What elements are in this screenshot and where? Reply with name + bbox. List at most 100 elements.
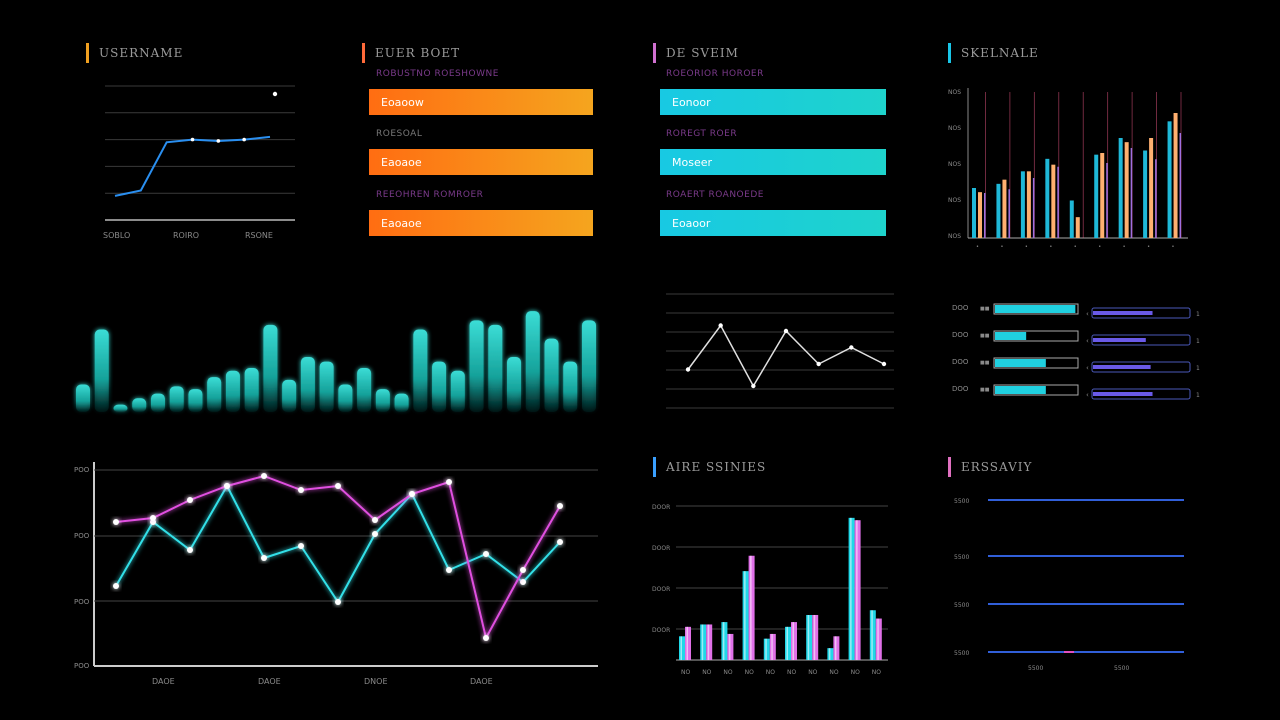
kpi-bar[interactable]: Eonoor — [660, 89, 886, 115]
y-tick-label: 5500 — [954, 602, 969, 609]
row-label: ■■ — [980, 387, 990, 393]
x-tick-label: NO — [787, 669, 796, 676]
data-point — [224, 483, 230, 489]
bar — [1167, 121, 1172, 238]
bar-highlight — [877, 618, 879, 660]
glow-bar — [469, 320, 484, 412]
x-tick: • — [1172, 244, 1175, 250]
y-tick-label: NOS — [948, 125, 961, 132]
bar — [1155, 159, 1157, 238]
progress-fill — [995, 386, 1046, 394]
bar — [972, 188, 976, 238]
bar — [978, 192, 982, 238]
glow-bar — [113, 404, 128, 412]
kpi-sub-label: ROBUSTNO ROESHOWNE — [376, 69, 499, 79]
glow-bar — [300, 357, 315, 412]
data-point — [446, 567, 452, 573]
y-tick-label: 5500 — [954, 498, 969, 505]
kpi-sub-label: ROREGT ROER — [666, 129, 738, 139]
kpi-sub-label: ROEORIOR HOROER — [666, 69, 764, 79]
kpi-sub-label: ROAERT ROANOEDE — [666, 190, 764, 200]
x-tick-label: ROIRO — [173, 231, 199, 240]
bar-highlight — [807, 614, 810, 660]
x-tick: • — [1123, 244, 1126, 250]
bar — [812, 614, 819, 660]
glow-bar — [282, 379, 297, 412]
bar — [1179, 133, 1182, 238]
bar-highlight — [871, 610, 873, 660]
bar — [1020, 171, 1025, 238]
data-point — [751, 383, 756, 389]
bar-highlight — [728, 633, 731, 660]
row-label: DOO — [952, 385, 969, 393]
y-tick-label: NOS — [948, 233, 961, 240]
x-tick-label: NO — [851, 669, 860, 676]
data-point — [557, 503, 563, 509]
glow-bar — [132, 398, 147, 412]
x-tick-label: DAOE — [470, 677, 493, 686]
data-point — [881, 361, 887, 367]
data-point — [520, 567, 526, 573]
bar — [1069, 200, 1074, 238]
glow-bar — [263, 324, 278, 412]
x-tick-label: NO — [872, 669, 881, 676]
bar-highlight — [722, 622, 725, 660]
x-tick: • — [1147, 244, 1150, 250]
series-line — [687, 324, 885, 388]
bar — [1094, 154, 1099, 238]
line-chart-center — [666, 293, 894, 409]
kpi-bar[interactable]: Eoaoor — [660, 210, 886, 236]
data-point — [187, 497, 193, 503]
bar-highlight — [680, 636, 682, 660]
y-tick-label: POO — [74, 598, 90, 606]
bar — [1057, 166, 1059, 238]
data-point — [335, 483, 341, 489]
glow-bar — [188, 389, 203, 412]
y-tick-label: NOS — [948, 197, 961, 204]
bar — [1026, 171, 1031, 238]
bar — [1149, 138, 1154, 238]
kpi-sub-label: REEOHREN ROMROER — [376, 190, 484, 200]
kpi-bar[interactable]: Moseer — [660, 149, 886, 175]
bar — [1008, 189, 1010, 238]
lines-chart-bottom-right: 5500 5500 5500 5500 5500 5500 — [954, 498, 1184, 672]
bar-highlight — [856, 520, 858, 660]
progress-fill — [995, 332, 1027, 340]
bar — [721, 622, 728, 660]
row-label: ■■ — [980, 360, 990, 366]
data-point — [409, 491, 415, 497]
progress-track — [1091, 307, 1191, 319]
marker-dot — [272, 91, 278, 97]
bar — [1130, 148, 1133, 238]
progress-track — [993, 357, 1079, 369]
panel-title: SKELNALE — [961, 46, 1039, 60]
glow-bar — [94, 329, 109, 412]
data-point — [849, 345, 854, 350]
data-point — [557, 539, 563, 545]
glow-bar — [507, 357, 522, 412]
data-point — [372, 531, 378, 537]
row-tick: ‹ — [1086, 391, 1089, 399]
glow-bar — [544, 338, 559, 412]
panel-accent — [653, 43, 656, 63]
x-tick-label: SOBLO — [103, 231, 130, 240]
row-label: DOO — [952, 358, 969, 366]
glow-bar — [563, 361, 578, 412]
bar — [1100, 153, 1105, 238]
progress-track — [993, 330, 1079, 342]
kpi-bar[interactable]: Eaoaoe — [369, 149, 593, 175]
kpi-bar[interactable]: Eoaoow — [369, 89, 593, 115]
series-line — [115, 474, 561, 641]
bar — [1051, 164, 1056, 238]
glow-bar — [76, 384, 90, 412]
x-tick-label: DAOE — [258, 677, 281, 686]
data-point — [298, 487, 304, 493]
glow-bar — [394, 393, 409, 412]
progress-fill — [1093, 365, 1151, 369]
panel-accent — [362, 43, 365, 63]
glow-bar — [413, 329, 428, 412]
data-point — [113, 519, 119, 525]
panel-header-p2: EUER BOET — [362, 42, 460, 64]
kpi-bar[interactable]: Eaoaoe — [369, 210, 593, 236]
progress-rows-panel: DOO ■■ 1 ‹ DOO ■■ 1 ‹ DOO ■■ 1 ‹ DOO ■■ 1 ‹ — [952, 303, 1200, 400]
